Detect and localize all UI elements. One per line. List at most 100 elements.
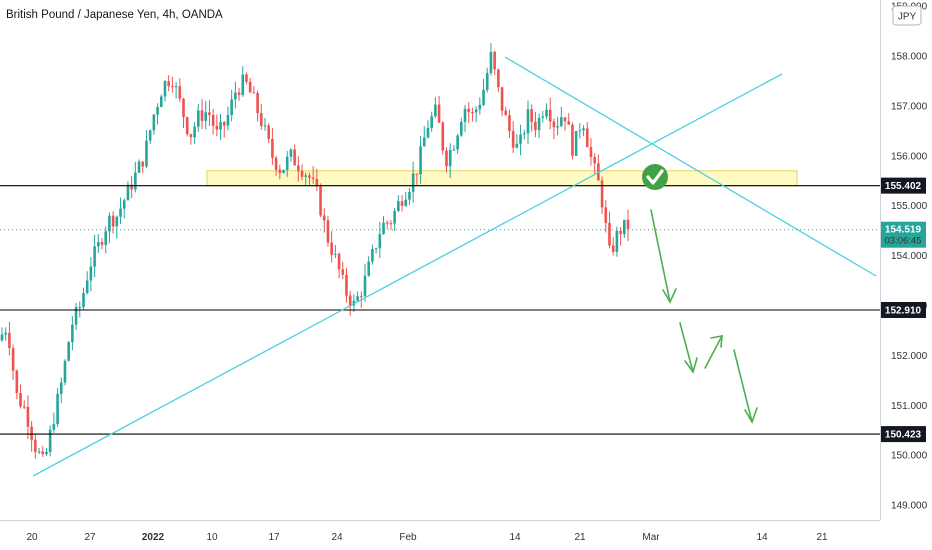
candle <box>19 384 22 409</box>
candle <box>437 95 441 123</box>
candle <box>608 211 611 249</box>
candle <box>378 221 382 259</box>
price-tick-label: 155.000 <box>891 201 928 212</box>
candle <box>97 234 100 254</box>
candle <box>174 82 178 99</box>
candle <box>367 256 371 277</box>
rising-trendline[interactable] <box>32 73 783 477</box>
check-mark-icon[interactable] <box>642 164 668 190</box>
arrow-down-1 <box>650 209 677 304</box>
candle <box>167 75 170 92</box>
price-tick-label: 149.000 <box>891 501 928 512</box>
falling-trendline[interactable] <box>504 56 877 277</box>
candle <box>622 219 626 239</box>
candle <box>593 153 596 175</box>
candle <box>326 216 330 247</box>
candle <box>537 113 541 139</box>
currency-badge[interactable]: JPY <box>892 5 922 26</box>
candle <box>504 106 508 116</box>
current-price-tag: 154.519 03:06:45 <box>881 221 926 248</box>
candle <box>297 156 300 182</box>
candle <box>411 161 415 203</box>
candle <box>182 97 185 129</box>
candle <box>56 387 59 428</box>
support-zone[interactable] <box>206 170 798 187</box>
candle <box>452 145 456 151</box>
candle <box>422 126 426 147</box>
candle <box>193 121 196 144</box>
candle <box>145 130 148 169</box>
level-tag-label: 150.423 <box>885 430 922 441</box>
price-tick-label: 157.000 <box>891 101 928 112</box>
candle <box>285 150 289 177</box>
time-tick-label: 17 <box>268 532 280 543</box>
candle <box>15 369 19 400</box>
candle <box>278 164 282 180</box>
candle <box>471 107 474 122</box>
candle <box>493 50 496 76</box>
candle <box>389 220 393 231</box>
candle <box>111 211 115 234</box>
time-axis[interactable]: 20 27 2022 10 17 24 Feb 14 21 Mar 14 21 <box>26 532 828 543</box>
time-tick-label: 10 <box>206 532 218 543</box>
price-tick-label: 151.000 <box>891 401 928 412</box>
candle <box>304 172 308 186</box>
price-tick-label: 152.000 <box>891 351 928 362</box>
candle <box>37 447 41 454</box>
candle <box>152 113 156 135</box>
candle <box>530 104 533 132</box>
candles-group <box>0 43 630 459</box>
candle <box>30 421 33 452</box>
candle <box>93 234 96 278</box>
candle <box>560 106 563 128</box>
candle <box>204 100 208 130</box>
plot-area[interactable] <box>0 0 880 520</box>
candle <box>48 425 52 457</box>
candle <box>8 321 11 356</box>
candle <box>52 412 56 433</box>
candle <box>552 118 556 140</box>
candle <box>234 81 237 109</box>
candle <box>345 267 348 303</box>
candle <box>385 220 389 230</box>
candle <box>582 125 585 137</box>
candle <box>237 88 241 101</box>
candle <box>67 341 70 362</box>
candle <box>585 122 589 148</box>
candle <box>263 117 267 131</box>
candle <box>34 434 37 459</box>
candle <box>289 148 293 162</box>
candle <box>122 198 126 219</box>
candle <box>200 99 204 130</box>
candle <box>59 377 63 404</box>
candle <box>259 103 263 130</box>
candle <box>371 244 374 265</box>
candle <box>474 106 478 123</box>
candle <box>315 168 319 192</box>
candle <box>241 66 245 97</box>
level-tag-box <box>881 177 926 194</box>
candle <box>489 43 493 76</box>
time-tick-label: Feb <box>399 532 417 543</box>
candle <box>434 97 437 119</box>
candle <box>219 114 222 140</box>
candle <box>463 104 467 133</box>
arrow-up-1 <box>704 335 723 369</box>
time-tick-label: Mar <box>642 532 660 543</box>
candle <box>141 161 145 174</box>
candle <box>456 133 459 154</box>
candle <box>171 76 174 93</box>
candle <box>85 271 89 295</box>
candle <box>82 287 85 311</box>
candle <box>4 327 8 341</box>
candle <box>159 94 163 108</box>
candle <box>589 138 593 166</box>
candle <box>600 176 604 214</box>
time-tick-label: 14 <box>509 532 521 543</box>
candle <box>382 215 385 235</box>
candle <box>415 173 419 185</box>
projection-arrows[interactable] <box>650 209 758 424</box>
candle <box>222 121 226 138</box>
price-tick-label: 154.000 <box>891 251 928 262</box>
